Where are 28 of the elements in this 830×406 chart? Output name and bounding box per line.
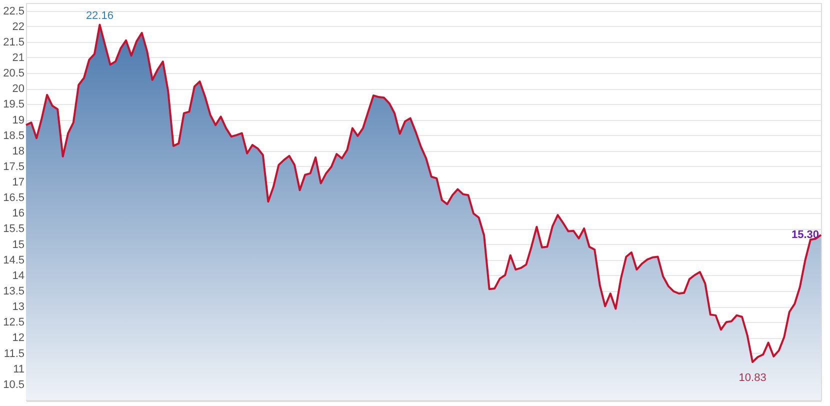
y-tick-label: 12.5 xyxy=(3,316,24,329)
y-tick-label: 11.5 xyxy=(4,348,24,360)
y-tick-label: 15 xyxy=(12,238,24,251)
y-tick-label: 22.5 xyxy=(3,5,24,18)
y-tick-label: 11 xyxy=(13,363,24,376)
y-tick-label: 15.5 xyxy=(3,223,24,236)
y-tick-label: 19.5 xyxy=(3,98,24,111)
y-tick-label: 22 xyxy=(12,20,24,33)
y-tick-label: 10.5 xyxy=(3,378,24,391)
y-tick-label: 20.5 xyxy=(3,68,24,80)
y-tick-label: 17 xyxy=(12,176,24,189)
y-tick-label: 18.5 xyxy=(3,130,24,142)
y-tick-label: 20 xyxy=(12,83,24,96)
y-tick-label: 21 xyxy=(12,52,24,64)
y-tick-label: 16 xyxy=(12,208,24,220)
annotation: 22.16 xyxy=(86,10,114,22)
y-tick-label: 13 xyxy=(12,301,24,314)
y-tick-label: 13.5 xyxy=(3,286,24,298)
y-tick-label: 17.5 xyxy=(3,160,24,173)
y-tick-label: 21.5 xyxy=(3,36,24,48)
y-tick-label: 14.5 xyxy=(3,254,24,266)
y-tick-label: 12 xyxy=(12,332,24,344)
annotation: 10.83 xyxy=(738,372,766,384)
annotation: 15.30 xyxy=(791,228,819,241)
y-tick-label: 19 xyxy=(12,114,24,126)
y-tick-label: 14 xyxy=(12,270,24,282)
y-tick-label: 18 xyxy=(12,145,24,158)
y-tick-label: 16.5 xyxy=(3,192,24,204)
